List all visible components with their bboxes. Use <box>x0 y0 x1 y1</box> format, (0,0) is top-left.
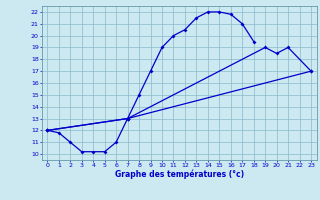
X-axis label: Graphe des températures (°c): Graphe des températures (°c) <box>115 169 244 179</box>
